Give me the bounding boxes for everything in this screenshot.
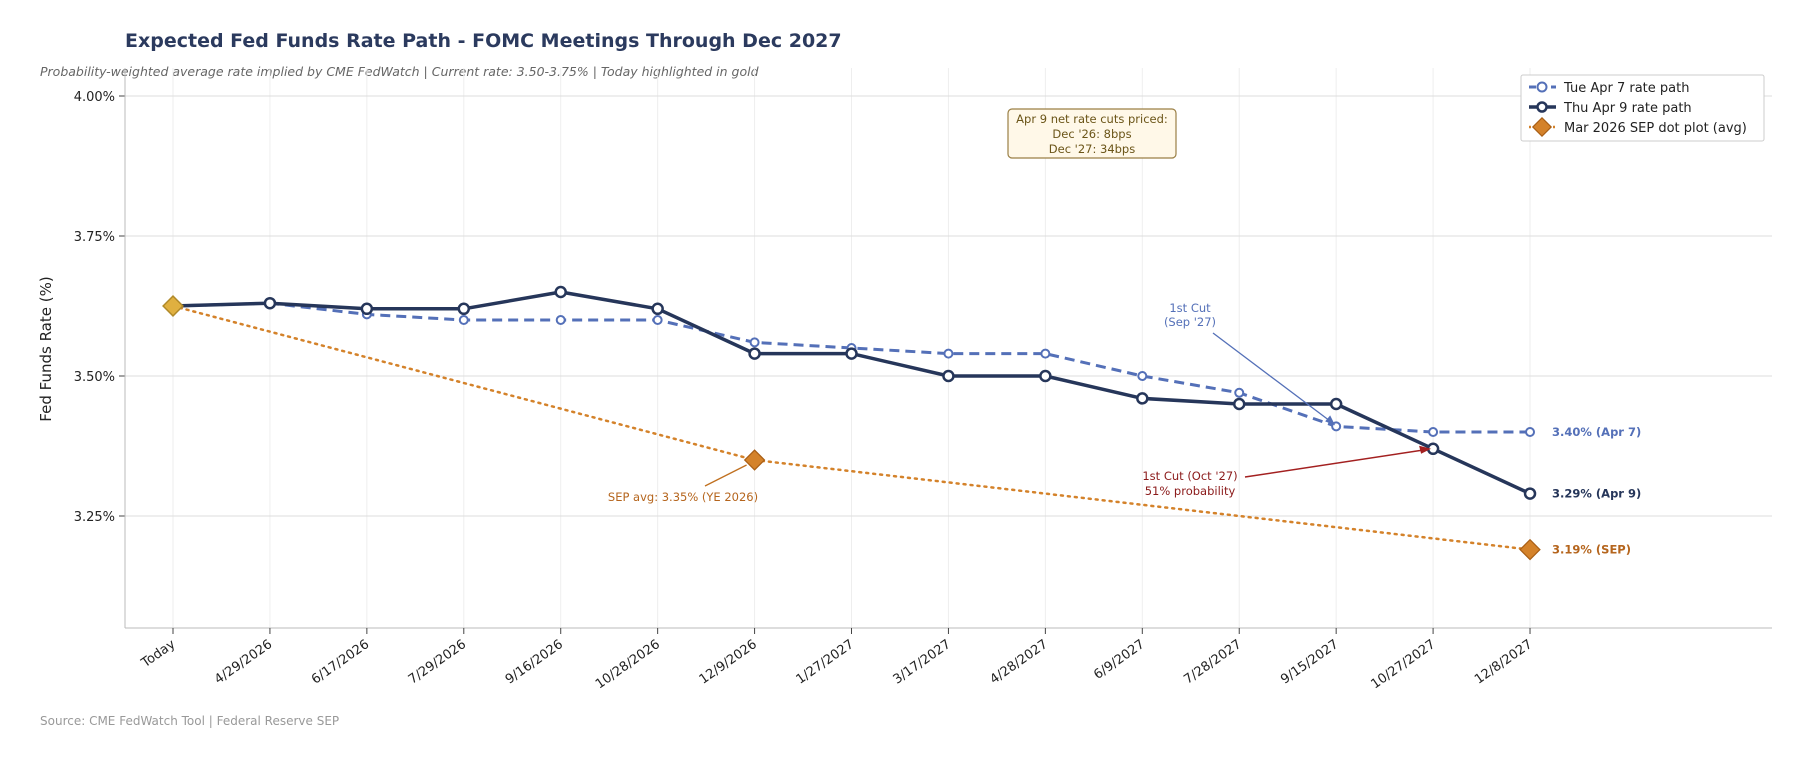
point-sep — [1519, 538, 1541, 561]
point-apr7 — [1428, 427, 1439, 437]
point-apr9 — [1136, 392, 1149, 405]
legend-marker-apr7 — [1536, 81, 1548, 93]
point-apr9 — [651, 302, 664, 316]
x-tick-label: 1/27/2027 — [794, 637, 857, 688]
point-apr9 — [748, 347, 761, 360]
end-label-apr9: 3.29% (Apr 9) — [1552, 487, 1641, 501]
legend-box — [1520, 74, 1765, 142]
first-cut-apr9-arrowhead — [1419, 445, 1432, 454]
point-apr9 — [1232, 397, 1246, 411]
point-apr7 — [555, 315, 566, 325]
info-box — [1007, 108, 1177, 159]
chart-source: Source: CME FedWatch Tool | Federal Rese… — [40, 714, 339, 728]
today-marker — [162, 295, 184, 317]
x-tick-label: 12/8/2027 — [1472, 637, 1535, 688]
y-tick-label: 3.75% — [74, 230, 115, 245]
sep-avg-label: SEP avg: 3.35% (YE 2026) — [608, 490, 758, 504]
info-box-line: Dec '26: 8bps — [1052, 127, 1131, 141]
chart-subtitle: Probability-weighted average rate implie… — [40, 64, 759, 79]
x-tick-label: Today — [138, 637, 178, 672]
point-apr7 — [749, 337, 760, 348]
x-tick-label: 6/17/2026 — [309, 637, 372, 688]
x-tick-label: 10/27/2027 — [1368, 637, 1438, 692]
first-cut-apr9-arrow — [1244, 449, 1426, 478]
point-apr9 — [457, 302, 471, 316]
x-tick-label: 12/9/2026 — [697, 637, 760, 688]
point-apr9 — [845, 347, 858, 360]
legend-label-apr9: Thu Apr 9 rate path — [1563, 101, 1692, 116]
y-axis-label: Fed Funds Rate (%) — [37, 276, 55, 421]
x-tick-label: 3/17/2027 — [891, 637, 954, 688]
first-cut-apr9-label: 1st Cut (Oct '27) — [1142, 469, 1237, 483]
point-apr9 — [1523, 487, 1537, 500]
legend-marker-sep — [1531, 116, 1553, 138]
end-label-apr7: 3.40% (Apr 7) — [1552, 425, 1641, 439]
y-tick-label: 3.25% — [74, 510, 115, 525]
x-tick-label: 9/15/2027 — [1278, 637, 1341, 688]
info-box-line: Dec '27: 34bps — [1049, 142, 1135, 156]
x-tick-label: 6/9/2027 — [1091, 637, 1147, 683]
legend: Tue Apr 7 rate path Thu Apr 9 rate path … — [1520, 74, 1765, 142]
point-apr9 — [360, 302, 374, 316]
point-apr7 — [458, 315, 469, 325]
x-tick-label: 10/28/2026 — [593, 637, 663, 692]
first-cut-apr9-label: 51% probability — [1145, 484, 1236, 498]
info-box-line: Apr 9 net rate cuts priced: — [1016, 112, 1168, 126]
first-cut-apr7-arrowhead — [1325, 415, 1336, 426]
first-cut-apr7-arrow — [1212, 332, 1334, 424]
legend-label-sep: Mar 2026 SEP dot plot (avg) — [1564, 121, 1747, 136]
sep-avg-arrow — [704, 464, 747, 487]
point-apr7 — [1137, 371, 1148, 381]
y-tick-label: 4.00% — [74, 90, 115, 105]
point-apr9 — [554, 285, 567, 299]
legend-marker-apr9 — [1536, 101, 1548, 113]
end-label-sep: 3.19% (SEP) — [1552, 543, 1631, 557]
legend-label-apr7: Tue Apr 7 rate path — [1563, 81, 1689, 96]
point-sep — [743, 449, 766, 471]
series-line-apr7 — [172, 301, 1531, 434]
x-tick-label: 9/16/2026 — [503, 637, 566, 688]
point-apr7 — [1234, 387, 1245, 398]
x-tick-label: 7/29/2026 — [406, 637, 469, 688]
point-apr7 — [1525, 427, 1536, 437]
y-tick-label: 3.50% — [74, 370, 115, 385]
chart-title: Expected Fed Funds Rate Path - FOMC Meet… — [125, 30, 842, 52]
point-apr7 — [943, 348, 954, 359]
x-tick-label: 4/29/2026 — [212, 637, 275, 688]
first-cut-apr7-label: 1st Cut — [1169, 301, 1211, 315]
point-apr7 — [1040, 348, 1051, 359]
point-apr9 — [1329, 397, 1343, 411]
point-apr9 — [942, 369, 955, 383]
point-apr9 — [263, 296, 277, 310]
x-tick-label: 4/28/2027 — [987, 637, 1050, 688]
point-apr9 — [1039, 369, 1052, 383]
point-apr7 — [652, 315, 663, 325]
x-tick-label: 7/28/2027 — [1181, 637, 1244, 688]
first-cut-apr7-label: (Sep '27) — [1164, 315, 1216, 329]
